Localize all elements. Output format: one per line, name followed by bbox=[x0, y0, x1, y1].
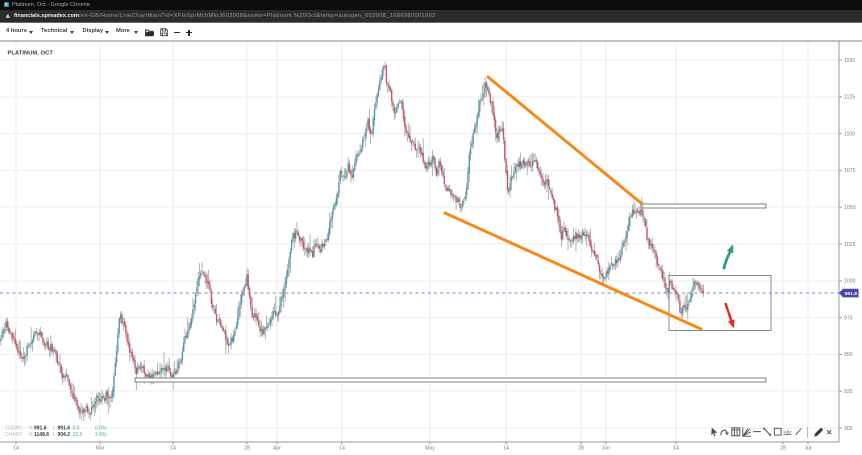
svg-text:950: 950 bbox=[844, 352, 853, 358]
svg-text:PLATINUM, OCT: PLATINUM, OCT bbox=[8, 51, 54, 57]
svg-text:L:: L: bbox=[53, 426, 57, 432]
svg-text:Jun: Jun bbox=[602, 446, 610, 452]
svg-text:14: 14 bbox=[170, 446, 176, 452]
svg-text:991.6: 991.6 bbox=[58, 426, 71, 432]
svg-text:904.2: 904.2 bbox=[58, 432, 71, 438]
svg-text:1100: 1100 bbox=[844, 131, 855, 137]
svg-text:1000: 1000 bbox=[844, 279, 856, 285]
svg-text:1150: 1150 bbox=[844, 58, 855, 64]
svg-text:33.5: 33.5 bbox=[73, 432, 83, 438]
svg-text:May: May bbox=[425, 446, 435, 452]
svg-text:CHART:: CHART: bbox=[5, 432, 23, 438]
svg-text:991.8: 991.8 bbox=[845, 291, 858, 297]
svg-text:Abc: Abc bbox=[784, 429, 793, 435]
svg-text:975: 975 bbox=[844, 315, 853, 321]
svg-text:H:: H: bbox=[29, 432, 34, 438]
svg-text:Apr: Apr bbox=[273, 446, 281, 452]
svg-text:Mar: Mar bbox=[96, 446, 105, 452]
svg-text:L:: L: bbox=[53, 432, 57, 438]
svg-text:28: 28 bbox=[578, 446, 584, 452]
svg-text:1148.6: 1148.6 bbox=[34, 432, 49, 438]
svg-text:TODAY:: TODAY: bbox=[5, 426, 23, 432]
svg-text:1025: 1025 bbox=[844, 242, 856, 248]
svg-text:991.6: 991.6 bbox=[34, 426, 47, 432]
svg-text:925: 925 bbox=[844, 389, 853, 395]
svg-text:28: 28 bbox=[244, 446, 250, 452]
svg-text:Jul: Jul bbox=[805, 446, 812, 452]
svg-text:14: 14 bbox=[503, 446, 509, 452]
svg-text:14: 14 bbox=[339, 446, 345, 452]
svg-text:14: 14 bbox=[13, 446, 19, 452]
svg-text:28: 28 bbox=[780, 446, 786, 452]
svg-text:0.0: 0.0 bbox=[73, 426, 80, 432]
svg-text:0.0%: 0.0% bbox=[95, 426, 107, 432]
svg-text:1125: 1125 bbox=[844, 95, 855, 101]
svg-text:H:: H: bbox=[29, 426, 34, 432]
svg-text:14: 14 bbox=[673, 446, 679, 452]
svg-text:1050: 1050 bbox=[844, 205, 856, 211]
svg-text:3.5%: 3.5% bbox=[95, 432, 107, 438]
svg-text:1075: 1075 bbox=[844, 168, 856, 174]
svg-text:900: 900 bbox=[844, 426, 853, 432]
